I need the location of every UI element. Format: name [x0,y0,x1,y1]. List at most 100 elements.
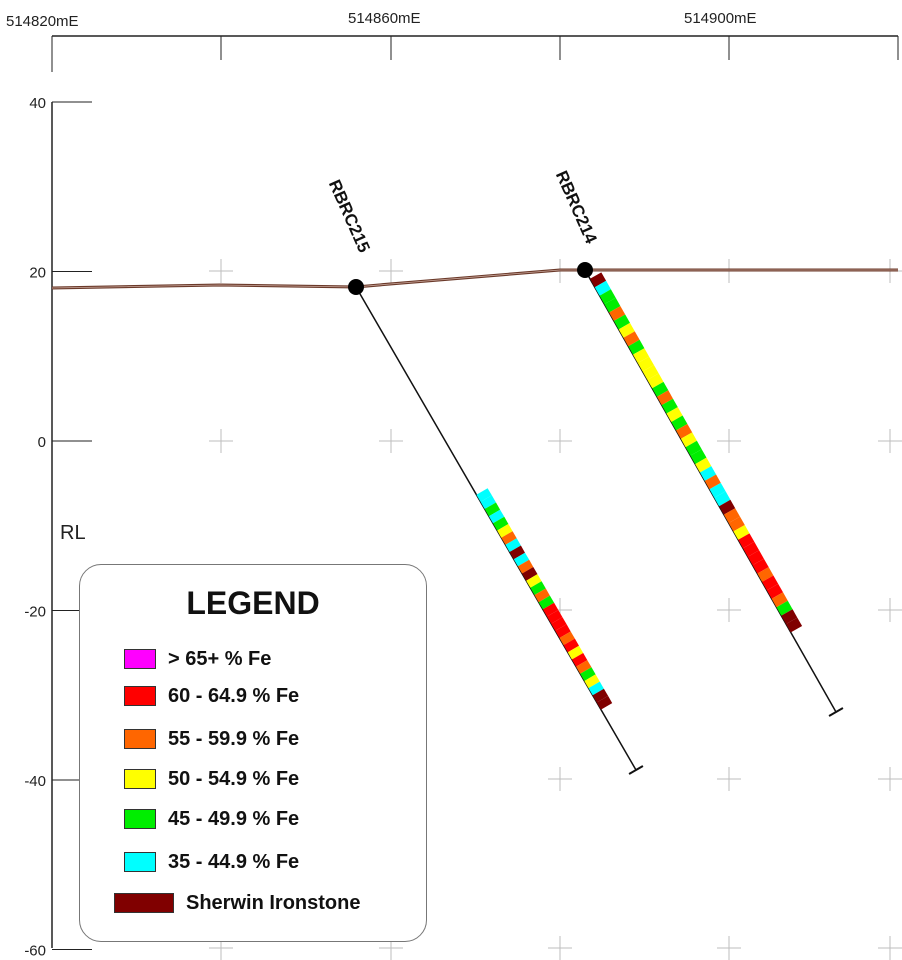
assay-interval [666,407,683,422]
assay-interval [522,567,538,581]
rl-axis-title: RL [60,522,86,544]
assay-interval [671,415,688,431]
assay-interval [484,502,501,517]
assay-interval [766,583,783,599]
legend-item-35-44-fe: 35 - 44.9 % Fe [124,849,299,875]
assay-interval [513,552,530,567]
rl-axis: 40 20 0 -20 -40 -60 RL [24,95,92,960]
assay-interval [476,488,492,502]
assay-interval [786,617,803,633]
legend-swatch-yellow [124,769,156,789]
legend-label: 55 - 59.9 % Fe [168,727,300,750]
assay-interval [576,660,592,674]
hole-end-cap [828,707,844,717]
drill-hole-rbrc214: RBRC214 [552,168,844,717]
easting-axis: 514820mE 514860mE 514900mE [6,10,899,72]
assay-interval [743,541,760,557]
legend-label: 60 - 64.9 % Fe [168,684,300,707]
legend-swatch-red [124,686,156,706]
assay-interval [594,280,611,296]
collar-marker [577,262,593,278]
assay-interval [618,322,635,338]
legend-swatch-orange [124,729,156,749]
assay-interval [728,516,745,532]
legend-item-45-49-fe: 45 - 49.9 % Fe [124,806,299,832]
assay-interval [547,610,563,624]
legend-label: > 65+ % Fe [168,647,272,670]
assay-interval [480,495,496,509]
easting-label-514820: 514820mE [6,13,79,30]
legend-box: LEGEND > 65+ % Fe 60 - 64.9 % Fe 55 - 59… [79,564,427,942]
legend-label: Sherwin Ironstone [186,891,361,914]
assay-interval [613,314,630,330]
assay-interval [762,575,779,591]
rl-tick-label: 0 [38,434,46,451]
assay-interval [642,365,659,380]
legend-swatch-green [124,809,156,829]
assay-interval [657,390,673,406]
legend-title: LEGEND [186,585,320,621]
assay-interval [723,508,740,523]
legend-item-50-54-fe: 50 - 54.9 % Fe [124,766,299,792]
assay-interval [752,558,769,574]
assay-interval [493,516,509,531]
assay-interval [685,440,702,456]
hole-label: RBRC215 [325,177,374,256]
legend-label: 50 - 54.9 % Fe [168,767,300,790]
rl-tick-label: -20 [24,604,46,621]
hole-label: RBRC214 [552,168,601,247]
assay-interval [604,297,621,313]
assay-interval [690,449,707,465]
assay-interval [719,499,736,515]
legend-label: 35 - 44.9 % Fe [168,850,300,873]
assay-interval [623,331,640,347]
assay-interval [738,533,755,549]
legend-swatch-cyan [124,852,156,872]
assay-interval [534,588,550,603]
assay-interval [628,339,645,355]
legend-swatch-maroon [114,893,174,913]
assay-interval [609,306,626,321]
assay-interval [695,457,712,473]
assay-interval [771,592,788,608]
assay-interval [592,688,609,703]
assay-interval [652,381,669,397]
legend-item-sherwin-ironstone: Sherwin Ironstone [114,890,360,916]
legend-item-65-plus-fe: > 65+ % Fe [124,646,271,672]
assay-interval [596,695,613,710]
assay-interval [571,653,588,667]
assay-interval [488,509,505,524]
assay-interval [590,272,607,288]
assay-interval [538,595,555,610]
assay-interval [637,356,654,372]
assay-interval [505,538,521,552]
assay-interval [509,545,525,560]
assay-interval [517,559,534,574]
assay-interval [588,681,604,696]
assay-interval [530,581,546,595]
assay-interval [542,602,559,617]
assay-interval [555,624,571,638]
assay-interval [700,466,717,481]
assay-interval [526,574,542,588]
hole-end-cap [628,765,644,775]
assay-interval [633,348,650,363]
assay-interval [776,600,793,616]
assay-interval [599,289,616,305]
assay-interval [704,474,721,490]
assay-interval [676,424,693,439]
assay-interval [781,609,798,624]
assay-interval [567,645,584,660]
topography-surface [51,268,898,290]
assay-interval [757,567,774,582]
assay-interval [709,482,726,498]
assay-interval [584,674,600,689]
assay-interval [501,531,517,545]
assay-interval [680,432,697,448]
collar-marker [348,279,364,295]
legend-item-60-64-fe: 60 - 64.9 % Fe [124,683,299,709]
assay-interval [497,524,513,538]
assay-interval [563,638,579,653]
rl-tick-label: -40 [24,773,46,790]
